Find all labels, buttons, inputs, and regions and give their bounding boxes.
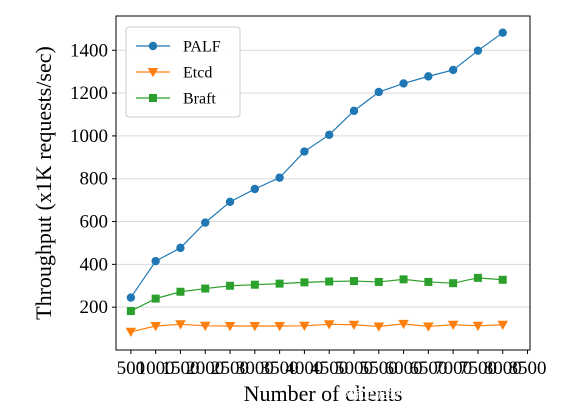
data-point: [199, 321, 211, 332]
data-point: [150, 322, 161, 332]
data-point: [201, 218, 210, 227]
legend-marker: [148, 41, 158, 51]
data-point: [498, 275, 507, 284]
x-axis-title: Number of clients: [244, 381, 403, 406]
data-point: [226, 281, 235, 290]
data-point: [126, 307, 135, 316]
legend-label: Etcd: [183, 65, 212, 82]
watermark: @稀土掘金技术社区 @ 老纪的技术唠嗑局: [336, 386, 578, 402]
data-point: [224, 322, 236, 332]
axis-ticks: 2004006008001000120014005001000150020002…: [70, 40, 547, 379]
data-point: [176, 243, 185, 253]
data-point: [300, 147, 309, 156]
x-tick-label: 5000: [335, 358, 373, 379]
x-tick-label: 4500: [310, 358, 348, 379]
y-tick-label: 1200: [70, 83, 108, 104]
data-point: [175, 320, 186, 330]
data-point: [300, 278, 309, 287]
data-point: [424, 72, 433, 81]
series-braft: [126, 273, 507, 316]
data-point: [423, 322, 434, 332]
x-tick-label: 6500: [409, 358, 447, 379]
data-point: [275, 279, 284, 288]
x-tick-label: 3000: [236, 358, 274, 379]
data-point: [424, 277, 433, 286]
x-tick-label: 4000: [285, 358, 323, 379]
y-tick-label: 600: [80, 212, 109, 233]
legend: PALF Etcd Braft: [125, 26, 241, 118]
data-point: [225, 197, 235, 207]
y-axis-title: Throughput (x1K requests/sec): [31, 46, 56, 320]
data-point: [250, 280, 259, 289]
data-point: [473, 46, 483, 55]
data-point: [448, 65, 458, 75]
series-line: [130, 323, 503, 333]
y-tick-label: 400: [80, 254, 109, 275]
y-tick-label: 200: [80, 297, 109, 318]
legend-item-etcd: Etcd: [136, 65, 212, 82]
data-point: [176, 287, 185, 296]
series: [125, 28, 509, 338]
series-line: [130, 32, 504, 298]
data-point: [373, 322, 385, 332]
data-point: [349, 106, 359, 116]
data-point: [449, 279, 458, 288]
x-tick-label: 1000: [137, 358, 175, 379]
data-point: [151, 294, 160, 303]
data-point: [399, 79, 408, 88]
data-point: [151, 256, 160, 266]
x-tick-label: 2000: [186, 358, 224, 379]
series-palf: [126, 28, 507, 302]
data-point: [249, 322, 261, 332]
legend-marker: [147, 68, 159, 78]
data-point: [349, 277, 358, 286]
x-tick-label: 7500: [459, 358, 497, 379]
data-point: [473, 273, 482, 282]
data-point: [324, 130, 334, 140]
data-point: [125, 327, 137, 338]
data-point: [299, 321, 310, 332]
data-point: [472, 321, 484, 332]
data-point: [323, 320, 335, 330]
y-tick-label: 1400: [70, 40, 108, 61]
legend-item-braft: Braft: [136, 91, 216, 108]
data-point: [374, 277, 383, 286]
data-point: [201, 284, 210, 293]
legend-marker: [148, 94, 157, 103]
x-tick-label: 1500: [161, 358, 199, 379]
data-point: [325, 277, 334, 286]
x-tick-label: 8000: [484, 358, 522, 379]
y-tick-label: 1000: [70, 126, 108, 147]
data-point: [447, 320, 459, 330]
x-tick-label: 8500: [509, 358, 547, 379]
data-point: [348, 320, 360, 330]
x-tick-label: 500: [117, 358, 146, 379]
data-point: [126, 293, 136, 302]
series-line: [130, 277, 503, 312]
x-tick-label: 3500: [261, 358, 299, 379]
x-tick-label: 6000: [385, 358, 423, 379]
y-tick-label: 800: [80, 169, 109, 190]
x-tick-label: 5500: [360, 358, 398, 379]
legend-label: Braft: [183, 91, 216, 108]
data-point: [275, 173, 284, 182]
data-point: [399, 275, 408, 284]
watermark-text: @稀土掘金技术社区 @ 老纪的技术唠嗑局: [336, 386, 578, 402]
data-point: [374, 87, 383, 97]
data-point: [398, 319, 409, 330]
data-point: [497, 320, 509, 330]
x-tick-label: 7000: [434, 358, 472, 379]
data-point: [250, 184, 260, 194]
plot-frame: [115, 15, 531, 351]
legend-label: PALF: [183, 39, 221, 56]
legend-item-palf: PALF: [136, 39, 221, 56]
data-point: [498, 28, 507, 37]
series-etcd: [125, 319, 509, 338]
x-tick-label: 2500: [211, 358, 249, 379]
data-point: [274, 322, 285, 332]
